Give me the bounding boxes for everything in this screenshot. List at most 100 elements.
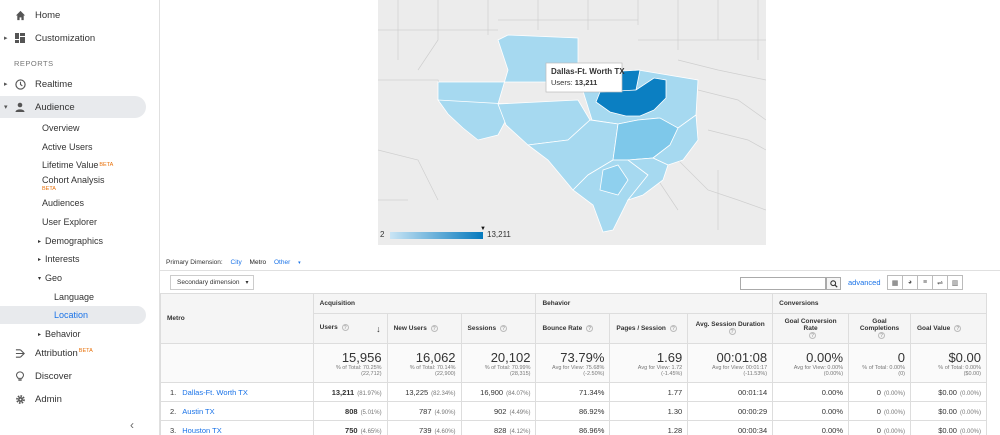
clock-icon — [14, 78, 26, 90]
nav-label: Overview — [42, 123, 80, 133]
col-goal-conversion-rate[interactable]: Goal Conversion Rate? — [772, 313, 850, 344]
help-icon[interactable]: ? — [586, 324, 594, 332]
metro-cell: 1. Dallas-Ft. Worth TX — [160, 382, 314, 402]
help-icon[interactable]: ? — [878, 331, 885, 339]
total-note: (-2.50%) — [583, 370, 605, 377]
collapse-sidebar-icon[interactable]: ‹ — [130, 418, 134, 432]
caret-right-icon: ▸ — [4, 81, 8, 88]
sessions-cell: 902 (4.49%) — [460, 401, 537, 421]
sidebar: Home ▸ Customization REPORTS ▸ Realtime … — [0, 0, 160, 435]
total-note: (28,315) — [509, 370, 531, 377]
nav-attribution[interactable]: AttributionBETA — [0, 342, 146, 364]
total-note: (0.00%) — [823, 370, 844, 377]
nav-overview[interactable]: Overview — [0, 119, 146, 137]
metro-link[interactable]: Austin TX — [182, 406, 215, 416]
col-pages-session[interactable]: Pages / Session? — [609, 313, 689, 344]
view-performance-icon[interactable]: ≡ — [917, 275, 933, 290]
total-value: 16,062 — [415, 349, 456, 365]
total-note: Avg for View: 0.00% — [793, 364, 844, 371]
help-icon[interactable]: ? — [728, 328, 736, 336]
view-toggle-group: ▦ ◕ ≡ ⇌ ▥ — [887, 275, 963, 290]
caret-right-icon: ▸ — [38, 256, 42, 263]
total-value: 15,956 — [341, 349, 382, 365]
total-note: (22,712) — [361, 370, 382, 377]
total-value: 73.79% — [560, 349, 605, 365]
advanced-link[interactable]: advanced — [848, 278, 881, 287]
nav-interests[interactable]: ▸ Interests — [0, 250, 146, 268]
nav-home[interactable]: Home — [0, 4, 146, 26]
metro-link[interactable]: Dallas-Ft. Worth TX — [182, 387, 248, 397]
comp-cell: 0 (0.00%) — [848, 420, 911, 435]
help-icon[interactable]: ? — [341, 323, 349, 331]
legend-gradient — [390, 232, 483, 239]
nav-label: Interests — [45, 254, 80, 264]
search-icon — [829, 279, 838, 288]
view-pie-icon[interactable]: ◕ — [902, 275, 918, 290]
nav-lifetime-value[interactable]: Lifetime Value BETA — [0, 156, 146, 174]
dimension-city[interactable]: City — [230, 259, 242, 266]
view-table-icon[interactable]: ▦ — [887, 275, 903, 290]
secondary-dimension-select[interactable]: Secondary dimension ▾ — [170, 275, 254, 290]
nav-audiences[interactable]: Audiences — [0, 194, 146, 212]
metro-header[interactable]: Metro — [160, 293, 314, 344]
total-cell: 16,062% of Total: 70.14% (22,900) — [386, 343, 462, 383]
help-icon[interactable]: ? — [430, 324, 438, 332]
view-comparison-icon[interactable]: ⇌ — [932, 275, 948, 290]
primary-dimension-row: Primary Dimension: City Metro Other ▾ — [166, 259, 313, 266]
col-new-users[interactable]: New Users? — [386, 313, 462, 344]
nav-customization[interactable]: ▸ Customization — [0, 27, 146, 49]
col-goal-value[interactable]: Goal Value? — [909, 313, 988, 344]
nav-audience[interactable]: ▾ Audience — [0, 96, 146, 118]
metro-link[interactable]: Houston TX — [182, 425, 222, 435]
nav-label: Lifetime Value — [42, 160, 99, 170]
total-note: % of Total: 0.00% — [862, 364, 905, 371]
sessions-cell: 16,900 (84.07%) — [460, 382, 537, 402]
nav-location[interactable]: Location — [0, 306, 146, 324]
table-search-input[interactable] — [740, 277, 826, 290]
search-button[interactable] — [826, 277, 841, 290]
nav-active-users[interactable]: Active Users — [0, 138, 146, 156]
view-pivot-icon[interactable]: ▥ — [947, 275, 963, 290]
total-cell: $0.00% of Total: 0.00% ($0.00) — [909, 343, 988, 383]
nav-realtime[interactable]: ▸ Realtime — [0, 73, 146, 95]
total-value: 0 — [897, 349, 905, 365]
nav-label: Realtime — [35, 78, 73, 90]
nav-geo[interactable]: ▾ Geo — [0, 269, 146, 287]
col-bounce-rate[interactable]: Bounce Rate? — [535, 313, 611, 344]
col-users[interactable]: Users? ↓ — [312, 313, 388, 344]
sort-down-icon[interactable]: ↓ — [376, 323, 381, 334]
nav-language[interactable]: Language — [0, 288, 146, 306]
col-label: Goal Completions — [859, 317, 900, 332]
nav-discover[interactable]: Discover — [0, 365, 146, 387]
col-goal-completions[interactable]: Goal Completions? — [848, 313, 911, 344]
col-sessions[interactable]: Sessions? — [460, 313, 537, 344]
nav-admin[interactable]: Admin — [0, 388, 146, 410]
geo-map[interactable]: Dallas-Ft. Worth TX Users: 13,211 — [377, 0, 767, 245]
help-icon[interactable]: ? — [500, 324, 508, 332]
behavior-group-header: Behavior — [535, 293, 774, 314]
nav-cohort-analysis[interactable]: Cohort Analysis BETA — [0, 172, 146, 194]
new-users-cell: 787 (4.90%) — [386, 401, 462, 421]
cell-pct: (0.00%) — [959, 409, 981, 416]
dimension-metro[interactable]: Metro — [249, 259, 267, 266]
dimension-other[interactable]: Other ▾ — [274, 259, 307, 266]
duration-cell: 00:01:14 — [687, 382, 774, 402]
caret-down-icon: ▾ — [245, 280, 249, 286]
caret-right-icon: ▸ — [4, 35, 8, 42]
cell-value: $0.00 — [938, 425, 957, 435]
col-avg-session-duration[interactable]: Avg. Session Duration? — [687, 313, 774, 344]
nav-behavior[interactable]: ▸ Behavior — [0, 325, 146, 343]
nav-label: Active Users — [42, 142, 93, 152]
metro-cell: 3. Houston TX — [160, 420, 314, 435]
help-icon[interactable]: ? — [809, 331, 817, 339]
beta-badge: BETA — [42, 186, 56, 192]
total-cell: 1.69 Avg for View: 1.72 (-1.45%) — [609, 343, 689, 383]
help-icon[interactable]: ? — [954, 324, 962, 332]
beta-badge: BETA — [78, 347, 93, 354]
bounce-cell: 71.34% — [535, 382, 611, 402]
nav-user-explorer[interactable]: User Explorer — [0, 213, 146, 231]
cell-value: 0 — [876, 425, 881, 435]
help-icon[interactable]: ? — [669, 324, 677, 332]
nav-demographics[interactable]: ▸ Demographics — [0, 232, 146, 250]
total-note: (0) — [898, 370, 905, 377]
